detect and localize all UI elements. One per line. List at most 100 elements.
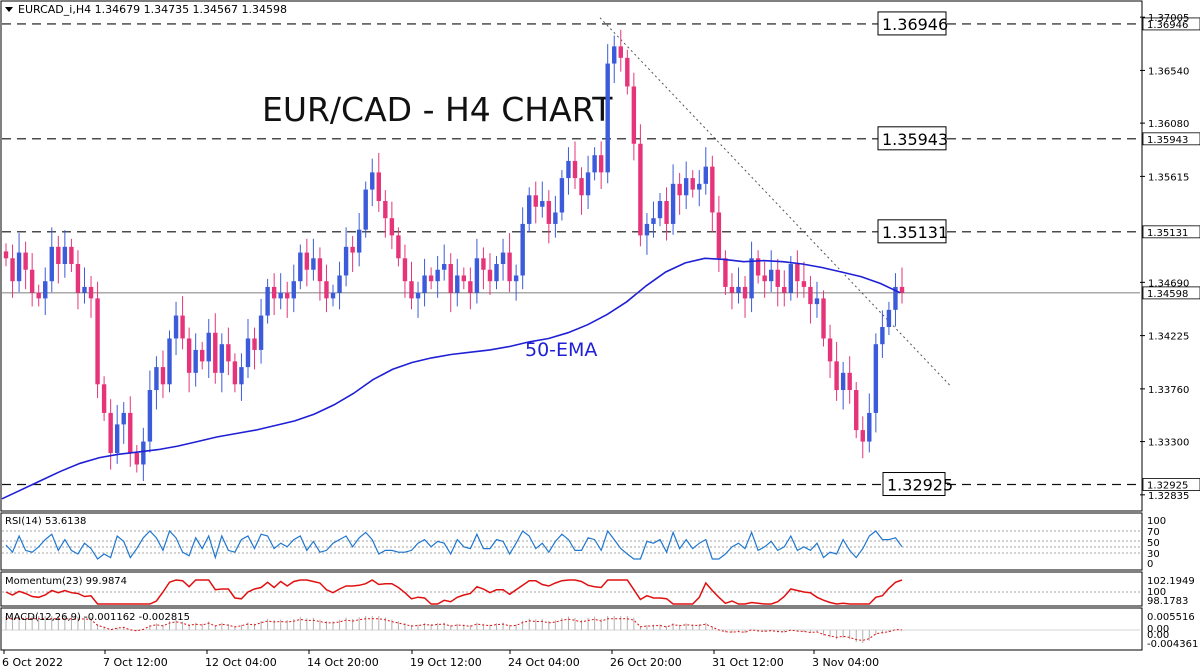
price-tick-label: 1.33300 — [1148, 438, 1189, 449]
candle-body — [899, 286, 905, 293]
ema50-line — [1, 257, 901, 500]
candle-body — [141, 441, 146, 465]
momentum-scale-low: 98.1783 — [1147, 596, 1188, 607]
candle-body — [494, 264, 499, 282]
momentum-panel-frame — [0, 571, 1143, 607]
candle-body — [814, 298, 820, 305]
time-axis: 6 Oct 2022 7 Oct 12:00 12 Oct 04:00 14 Oct … — [2, 650, 879, 669]
candle-body — [612, 46, 617, 64]
candle-body — [350, 246, 355, 253]
candle-body — [585, 172, 591, 196]
candle-body — [376, 172, 381, 202]
candle-body — [762, 275, 767, 282]
ema-label: 50-EMA — [525, 339, 597, 361]
symbol-header: EURCAD_i,H4 1.34679 1.34735 1.34567 1.34… — [18, 3, 287, 16]
candle-body — [56, 246, 61, 265]
candle-body — [618, 46, 623, 58]
candle-body — [448, 264, 453, 293]
candle-body — [114, 424, 120, 454]
candle-body — [271, 286, 277, 299]
candle-body — [854, 390, 859, 431]
candle-body — [455, 275, 460, 293]
level-axis-tag-text: 1.35131 — [1147, 228, 1188, 239]
time-tick-label: 14 Oct 20:00 — [307, 656, 379, 669]
candle-body — [62, 246, 68, 265]
rsi-line — [5, 529, 903, 560]
candle-body — [101, 384, 107, 413]
candle-body — [664, 201, 669, 224]
candle-body — [598, 155, 604, 173]
candle-body — [461, 275, 467, 282]
chart-title: EUR/CAD - H4 CHART — [262, 90, 613, 129]
candle-body — [840, 372, 846, 391]
time-tick-label: 12 Oct 04:00 — [205, 656, 277, 669]
candle-body — [278, 292, 283, 299]
candle-body — [873, 344, 879, 413]
candle-body — [605, 63, 610, 173]
macd-label: MACD(12,26,9) -0.001162 -0.002815 — [5, 612, 190, 623]
level-label: 1.35943 — [882, 130, 948, 149]
price-tick-label: 1.35615 — [1148, 172, 1189, 183]
candles — [3, 29, 905, 482]
time-tick-label: 31 Oct 12:00 — [712, 656, 784, 669]
rsi-scale-100: 100 — [1147, 516, 1166, 527]
macd-scale-zero-a: 0.00 — [1147, 624, 1169, 635]
candle-body — [710, 166, 715, 213]
candle-body — [3, 251, 9, 259]
current-price-tag — [1142, 286, 1200, 300]
level-box — [882, 472, 946, 497]
candle-body — [579, 178, 584, 196]
indicator-panels — [2, 529, 1140, 643]
level-box — [877, 11, 947, 36]
rsi-scale-70: 70 — [1147, 527, 1160, 538]
candle-body — [703, 166, 708, 184]
candle-body — [716, 212, 722, 259]
candle-body — [219, 344, 225, 373]
rsi-scale-0: 0 — [1147, 559, 1153, 570]
candle-body — [134, 453, 140, 465]
candle-body — [441, 264, 447, 270]
candle-body — [847, 372, 852, 391]
candle-body — [860, 430, 865, 442]
candle-body — [631, 86, 637, 144]
candle-body — [43, 281, 48, 299]
price-tick-label: 1.33760 — [1148, 385, 1189, 396]
candle-body — [265, 286, 270, 316]
candle-body — [566, 160, 571, 179]
macd-panel-frame — [0, 607, 1143, 651]
level-axis-tag — [1142, 17, 1200, 31]
candle-body — [415, 292, 421, 299]
candle-body — [428, 275, 434, 282]
level-axis-tag — [1142, 225, 1200, 239]
candle-body — [226, 344, 231, 362]
macd-scale-high: 0.005516 — [1147, 612, 1195, 623]
level-label: 1.32925 — [887, 476, 953, 495]
candle-body — [520, 223, 525, 276]
candle-body — [592, 155, 597, 173]
candle-body — [337, 275, 342, 293]
candle-body — [749, 258, 754, 299]
candle-body — [409, 281, 414, 299]
candle-body — [697, 183, 702, 190]
candle-body — [88, 286, 94, 299]
candle-body — [343, 246, 349, 276]
candle-body — [559, 178, 565, 213]
candle-body — [356, 229, 362, 253]
candle-body — [527, 195, 532, 224]
candle-body — [383, 201, 388, 219]
candle-body — [801, 281, 807, 287]
price-tick-label: 1.32835 — [1148, 491, 1189, 502]
level-axis-tag-text: 1.32925 — [1147, 481, 1188, 492]
candle-body — [625, 57, 630, 87]
dropdown-triangle-icon[interactable] — [5, 7, 13, 12]
candle-body — [160, 367, 166, 385]
macd-scale-low: -0.004361 — [1147, 639, 1198, 650]
candle-body — [474, 258, 480, 293]
candle-body — [742, 286, 748, 299]
candle-body — [206, 332, 211, 362]
candle-body — [167, 338, 172, 385]
momentum-line — [5, 579, 903, 605]
candle-body — [834, 361, 839, 391]
candle-body — [95, 298, 100, 385]
